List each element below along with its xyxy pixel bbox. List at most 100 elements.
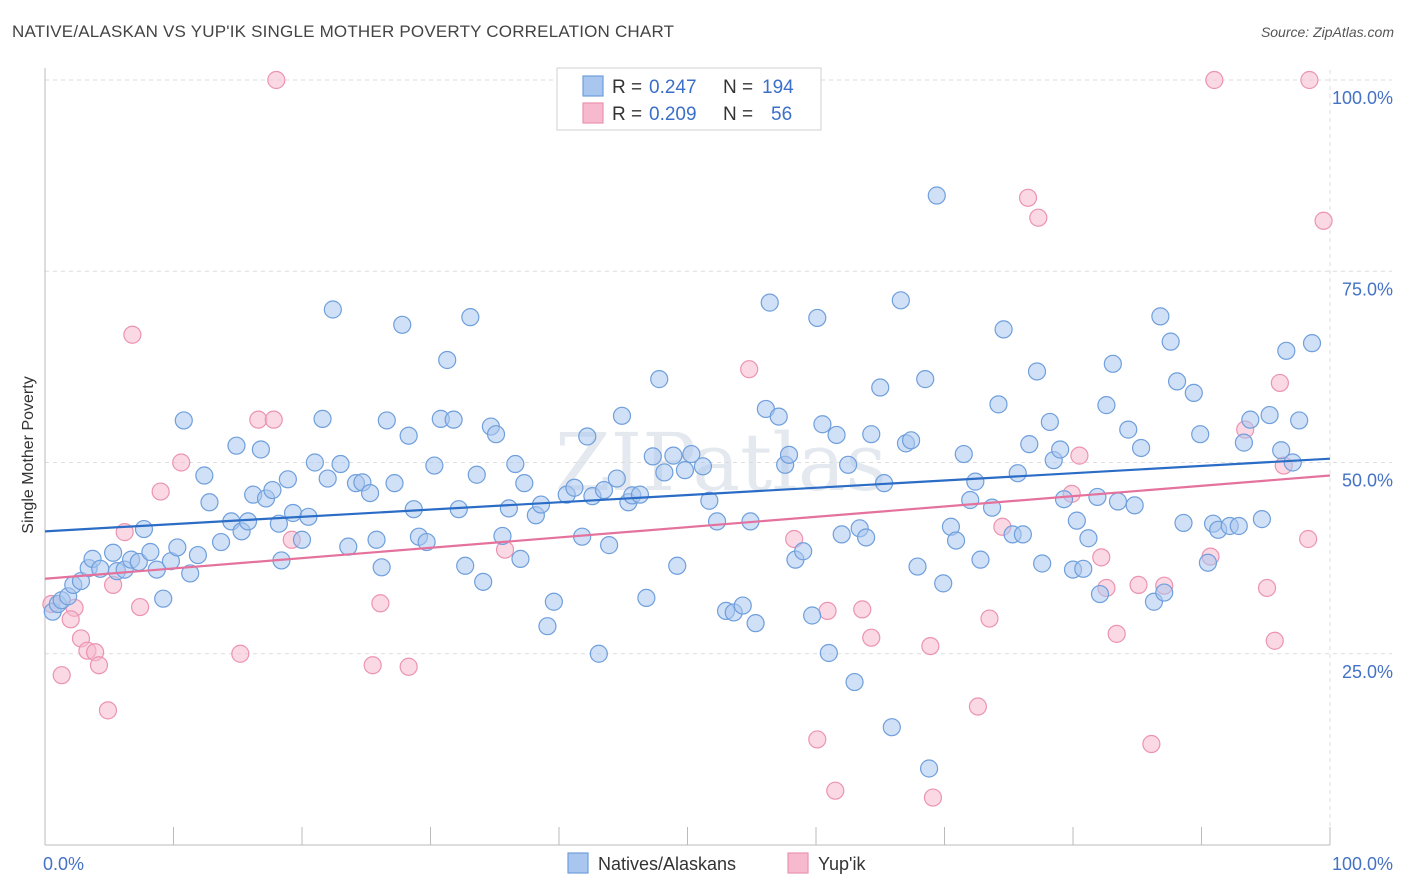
data-point	[908, 557, 927, 576]
data-point	[399, 426, 418, 445]
data-point	[819, 643, 838, 663]
data-point	[181, 564, 200, 583]
data-point	[607, 469, 626, 488]
data-point	[1314, 211, 1333, 230]
data-point	[1103, 354, 1122, 373]
data-point	[1174, 513, 1193, 533]
data-point	[1013, 525, 1032, 544]
data-point	[1272, 441, 1291, 460]
data-point	[989, 395, 1008, 414]
legend-r-value: 0.247	[649, 77, 697, 98]
data-point	[98, 701, 118, 720]
data-point	[238, 512, 258, 531]
data-point	[1129, 575, 1148, 595]
data-point	[1161, 332, 1180, 351]
legend-n-value: 194	[762, 77, 794, 98]
data-point	[249, 410, 268, 429]
data-point	[1051, 440, 1070, 459]
data-point	[444, 410, 463, 429]
data-point	[141, 542, 160, 562]
data-point	[313, 409, 332, 428]
data-point	[643, 447, 662, 466]
legend-n-label: N =	[723, 77, 753, 98]
data-point	[200, 493, 219, 512]
legend-swatch-natives	[582, 75, 604, 97]
data-point	[331, 454, 350, 474]
legend-n-label: N =	[723, 104, 753, 125]
data-point	[251, 440, 270, 459]
data-point	[1040, 412, 1059, 432]
data-point	[393, 315, 412, 334]
bottom-legend-swatch-natives	[567, 852, 589, 874]
x-tick-label: 0.0%	[43, 854, 84, 874]
data-point	[760, 293, 779, 312]
data-point	[278, 470, 297, 489]
data-point	[305, 453, 324, 472]
data-point	[267, 70, 286, 90]
data-point	[339, 537, 358, 556]
data-point	[966, 472, 985, 491]
data-point	[377, 411, 396, 430]
data-point	[1107, 624, 1126, 643]
data-point	[682, 444, 701, 464]
data-point	[707, 512, 727, 531]
data-point	[399, 657, 418, 676]
data-point	[1097, 396, 1116, 415]
data-point	[1155, 583, 1174, 602]
trend-line	[44, 457, 1331, 533]
data-point	[1257, 578, 1277, 598]
data-point	[1027, 362, 1047, 381]
data-point	[668, 556, 687, 575]
data-point	[1029, 208, 1048, 227]
data-point	[493, 526, 512, 546]
data-point	[808, 730, 827, 749]
data-point	[227, 436, 246, 455]
data-point	[1241, 410, 1260, 429]
data-point	[1020, 435, 1039, 454]
data-point	[134, 519, 154, 539]
data-point	[1090, 584, 1110, 604]
data-point	[1167, 372, 1187, 391]
natives-points	[43, 186, 1322, 778]
data-point	[1067, 511, 1086, 530]
data-point	[385, 474, 404, 493]
bottom-legend: Natives/Alaskans Yup'ik	[567, 852, 866, 874]
data-point	[174, 411, 193, 430]
data-point	[1290, 411, 1309, 430]
data-point	[733, 596, 752, 615]
y-axis-title: Single Mother Poverty	[20, 376, 37, 533]
data-point	[168, 538, 187, 557]
data-point	[1132, 438, 1151, 458]
data-point	[994, 320, 1013, 339]
legend-n-value: 56	[771, 104, 792, 125]
data-point	[1302, 334, 1322, 353]
legend-swatch-yupik	[582, 102, 604, 124]
data-point	[61, 610, 80, 629]
data-point	[506, 454, 525, 474]
data-point	[785, 529, 804, 549]
data-point	[372, 558, 391, 577]
data-point	[264, 410, 283, 429]
data-point	[700, 491, 719, 510]
data-point	[1191, 425, 1210, 444]
data-point	[1299, 529, 1318, 549]
data-point	[1088, 487, 1107, 507]
data-point	[456, 556, 475, 575]
legend-box: R = 0.247 N = 194 R = 0.209 N = 56	[556, 67, 822, 131]
data-point	[1054, 490, 1074, 509]
y-tick-labels: 25.0% 50.0% 75.0% 100.0%	[1332, 88, 1393, 682]
y-tick-label: 50.0%	[1342, 471, 1393, 491]
data-point	[195, 466, 214, 485]
data-point	[474, 572, 493, 591]
data-point	[740, 360, 759, 379]
chart-title: NATIVE/ALASKAN VS YUP'IK SINGLE MOTHER P…	[12, 22, 675, 41]
data-point	[151, 482, 170, 501]
data-point	[263, 480, 282, 500]
legend-r-label: R =	[612, 77, 642, 98]
data-point	[1283, 453, 1302, 472]
bottom-legend-label-natives: Natives/Alaskans	[598, 854, 736, 874]
data-point	[1265, 631, 1284, 650]
data-point	[1108, 492, 1128, 511]
y-tick-label: 75.0%	[1342, 279, 1393, 299]
data-point	[882, 718, 901, 737]
